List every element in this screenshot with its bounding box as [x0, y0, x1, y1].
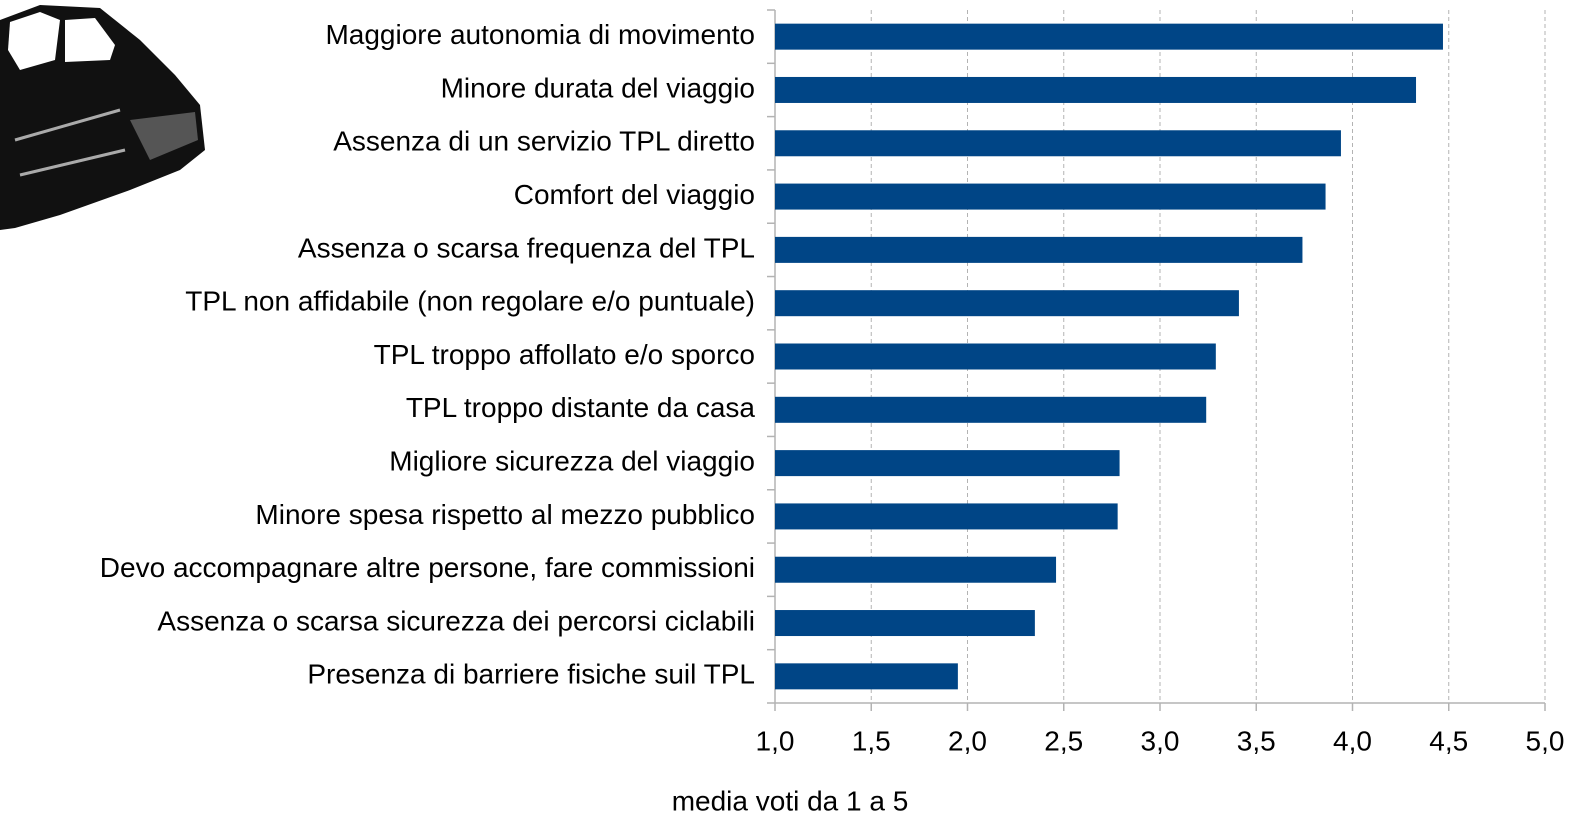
- y-tick-label: TPL non affidabile (non regolare e/o pun…: [185, 286, 755, 317]
- y-tick-label: Minore durata del viaggio: [441, 72, 755, 103]
- x-tick-label: 2,0: [948, 725, 987, 756]
- y-tick-label: Assenza o scarsa sicurezza dei percorsi …: [157, 605, 755, 636]
- x-tick-label: 1,0: [756, 725, 795, 756]
- y-tick-label: Migliore sicurezza del viaggio: [389, 446, 755, 477]
- x-tick-label: 2,5: [1044, 725, 1083, 756]
- y-tick-label: Minore spesa rispetto al mezzo pubblico: [255, 499, 755, 530]
- x-tick-label: 3,0: [1141, 725, 1180, 756]
- bar: [775, 610, 1035, 636]
- y-tick-label: Presenza di barriere fisiche suil TPL: [307, 659, 755, 690]
- x-tick-label: 3,5: [1237, 725, 1276, 756]
- bar: [775, 130, 1341, 156]
- bar: [775, 557, 1056, 583]
- x-axis-label: media voti da 1 a 5: [672, 785, 909, 816]
- x-tick-label: 5,0: [1526, 725, 1565, 756]
- bar: [775, 184, 1326, 210]
- bar: [775, 397, 1206, 423]
- bar: [775, 237, 1302, 263]
- bar: [775, 450, 1120, 476]
- y-tick-label: Devo accompagnare altre persone, fare co…: [100, 552, 755, 583]
- y-tick-label: Comfort del viaggio: [514, 179, 755, 210]
- bar: [775, 344, 1216, 370]
- y-tick-label: TPL troppo affollato e/o sporco: [374, 339, 755, 370]
- y-tick-label: Maggiore autonomia di movimento: [325, 19, 755, 50]
- y-tick-label: Assenza di un servizio TPL diretto: [333, 126, 755, 157]
- bar: [775, 290, 1239, 316]
- x-tick-label: 1,5: [852, 725, 891, 756]
- bar: [775, 663, 958, 689]
- chart: media voti da 1 a 5 1,0 1,5 2,0 2,5 3,0 3,5 4,…: [0, 0, 1573, 819]
- y-tick-label: Assenza o scarsa frequenza del TPL: [298, 232, 755, 263]
- bar: [775, 77, 1416, 103]
- bar: [775, 503, 1118, 529]
- y-tick-label: TPL troppo distante da casa: [406, 392, 756, 423]
- bar: [775, 24, 1443, 50]
- x-tick-label: 4,0: [1333, 725, 1372, 756]
- x-tick-label: 4,5: [1429, 725, 1468, 756]
- car-illustration: [0, 5, 205, 230]
